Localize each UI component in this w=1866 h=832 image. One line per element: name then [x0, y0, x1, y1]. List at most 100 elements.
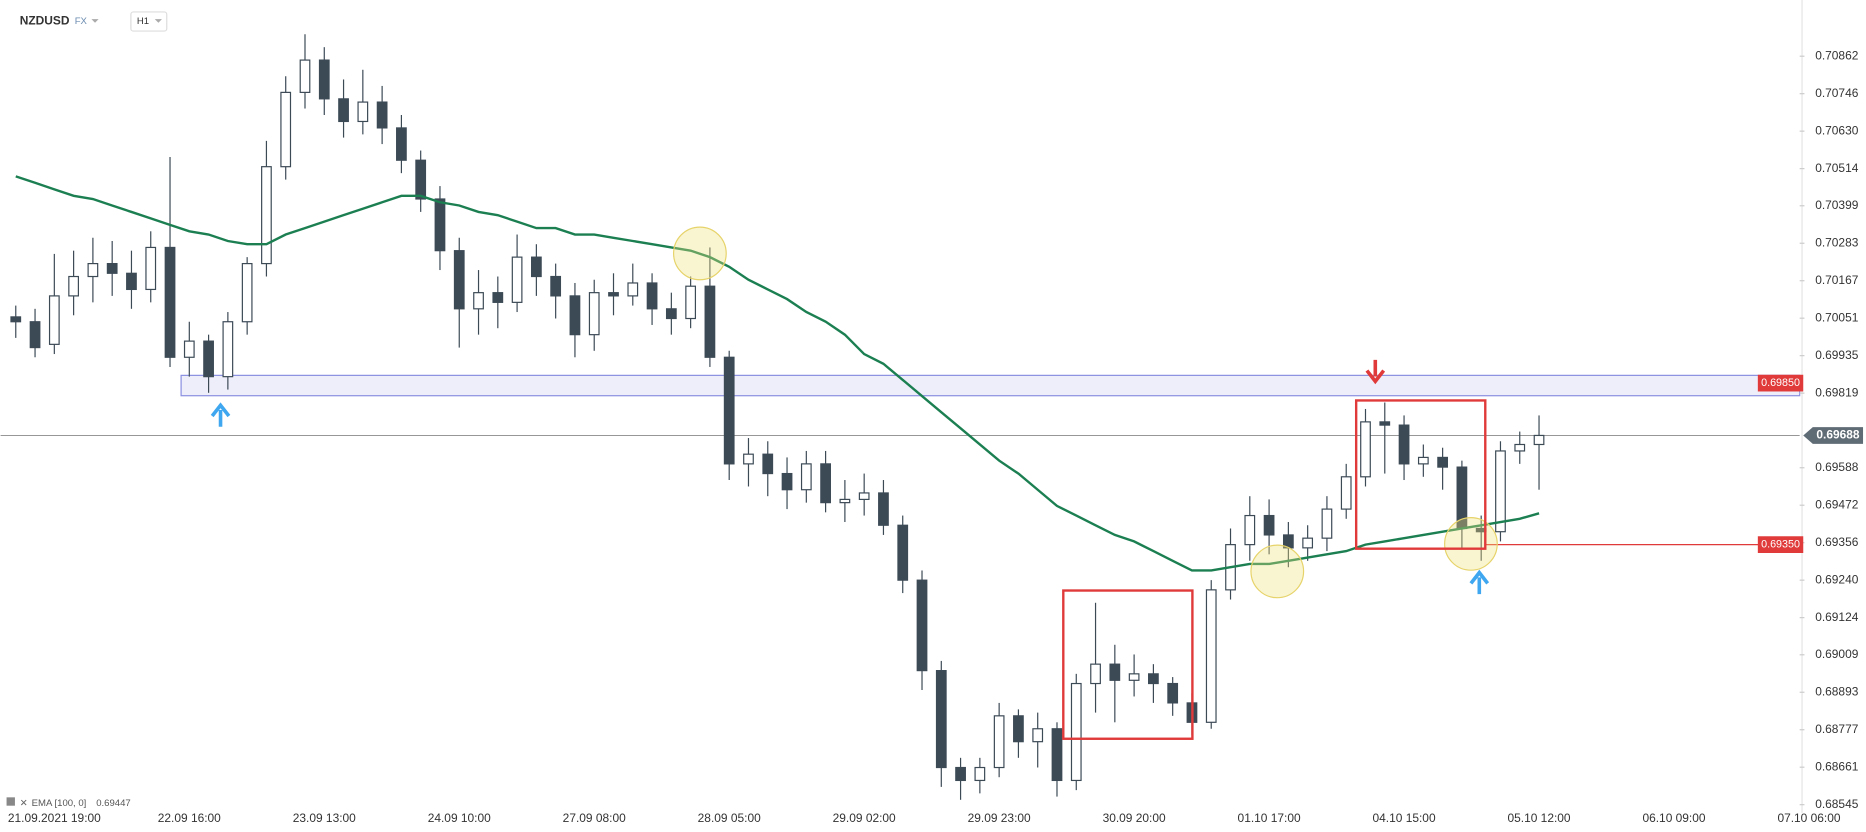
- candle-body: [318, 59, 330, 100]
- candle-body: [1205, 589, 1217, 723]
- candle-body: [627, 282, 639, 297]
- candle-body: [1398, 424, 1410, 465]
- candle-body: [1340, 476, 1352, 510]
- candle-body: [87, 262, 99, 278]
- x-tick-label: 22.09 16:00: [158, 811, 221, 825]
- candle-body: [743, 453, 754, 465]
- y-tick-label: 0.70399: [1815, 198, 1859, 212]
- candle-body: [550, 275, 562, 297]
- candle-body: [1244, 514, 1256, 546]
- timeframe: H1: [137, 16, 149, 27]
- y-tick-label: 0.69819: [1815, 385, 1859, 399]
- candle-body: [1533, 434, 1545, 446]
- range-box: [1354, 399, 1487, 550]
- candle-body: [1090, 663, 1101, 685]
- highlight-circle: [673, 226, 727, 281]
- candle-body: [974, 766, 986, 782]
- x-tick-label: 23.09 13:00: [293, 811, 356, 825]
- plot: [10, 34, 1800, 800]
- candle-body: [1302, 537, 1314, 549]
- candle-body: [762, 453, 774, 475]
- x-tick-label: 05.10 12:00: [1508, 811, 1571, 825]
- candle-body: [241, 262, 253, 323]
- candle-body: [993, 715, 1005, 769]
- candle-body: [646, 282, 658, 310]
- candle-body: [203, 340, 214, 378]
- indicator-icon[interactable]: [6, 797, 15, 806]
- highlight-circle: [1444, 517, 1498, 571]
- candle-body: [820, 463, 831, 504]
- dropdown-caret[interactable]: [91, 19, 99, 23]
- candle-body: [530, 256, 542, 278]
- candle-body: [1360, 421, 1371, 478]
- candle-body: [473, 292, 484, 310]
- y-tick-label: 0.68893: [1815, 684, 1859, 698]
- candle-body: [800, 463, 812, 491]
- x-tick-label: 28.09 05:00: [698, 811, 761, 825]
- candle-body: [858, 492, 870, 501]
- y-tick-label: 0.70630: [1815, 123, 1859, 137]
- indicator-remove[interactable]: ✕: [20, 798, 28, 809]
- candle-body: [280, 91, 292, 168]
- x-tick-label: 30.09 20:00: [1103, 811, 1166, 825]
- candle-body: [434, 198, 446, 252]
- candle-body: [665, 308, 677, 320]
- candle-body: [10, 316, 22, 323]
- y-tick-label: 0.69124: [1815, 610, 1859, 624]
- candle-body: [781, 472, 793, 491]
- candle-body: [1417, 456, 1429, 465]
- x-tick-label: 07.10 06:00: [1777, 811, 1840, 825]
- candle-body: [1109, 663, 1121, 681]
- candle-body: [1437, 456, 1449, 468]
- y-tick-label: 0.69240: [1815, 572, 1859, 586]
- timeframe-button[interactable]: [130, 11, 168, 32]
- candle-body: [68, 275, 79, 297]
- candle-body: [1070, 682, 1082, 782]
- range-box: [1062, 589, 1194, 740]
- candle-body: [126, 272, 137, 291]
- y-tick-label: 0.68777: [1815, 722, 1859, 736]
- candle-body: [357, 101, 369, 123]
- candle-body: [935, 670, 947, 769]
- candle-body: [1032, 728, 1044, 743]
- level-label: 0.69850: [1761, 377, 1800, 389]
- x-tick-label: 04.10 15:00: [1373, 811, 1436, 825]
- y-tick-label: 0.70746: [1815, 86, 1859, 100]
- y-tick-label: 0.70514: [1815, 161, 1859, 175]
- candle-body: [685, 285, 697, 320]
- candle-body: [261, 166, 272, 265]
- candle-body: [569, 295, 581, 336]
- candle-body: [1321, 508, 1333, 539]
- candle-body: [955, 766, 966, 782]
- support-zone: [180, 374, 1801, 397]
- highlight-circle: [1250, 544, 1305, 599]
- candle-body: [723, 356, 735, 465]
- candle-body: [183, 340, 195, 358]
- candle-body: [338, 98, 349, 123]
- indicator-value: 0.69447: [96, 798, 131, 809]
- y-tick-label: 0.69588: [1815, 460, 1859, 474]
- candle-body: [492, 292, 504, 303]
- candle-body: [222, 321, 234, 378]
- y-tick-label: 0.69009: [1815, 647, 1859, 661]
- candle-body: [588, 292, 600, 336]
- y-tick-label: 0.69935: [1815, 348, 1859, 362]
- x-tick-label: 27.09 08:00: [563, 811, 626, 825]
- level-label-box: [1757, 536, 1804, 553]
- y-tick-label: 0.70283: [1815, 235, 1859, 249]
- candle-body: [48, 295, 60, 345]
- candle-body: [145, 246, 157, 291]
- candle-body: [1514, 443, 1526, 452]
- dropdown-caret: [154, 19, 162, 23]
- candle-body: [878, 492, 889, 526]
- x-tick-label: 29.09 23:00: [968, 811, 1031, 825]
- last-price-label: 0.69688: [1816, 428, 1860, 442]
- y-tick-label: 0.69356: [1815, 535, 1859, 549]
- market: FX: [75, 16, 88, 27]
- candle-body: [299, 59, 311, 93]
- candle-body: [453, 250, 465, 310]
- candle-body: [1263, 514, 1275, 536]
- x-tick-label: 29.09 02:00: [833, 811, 896, 825]
